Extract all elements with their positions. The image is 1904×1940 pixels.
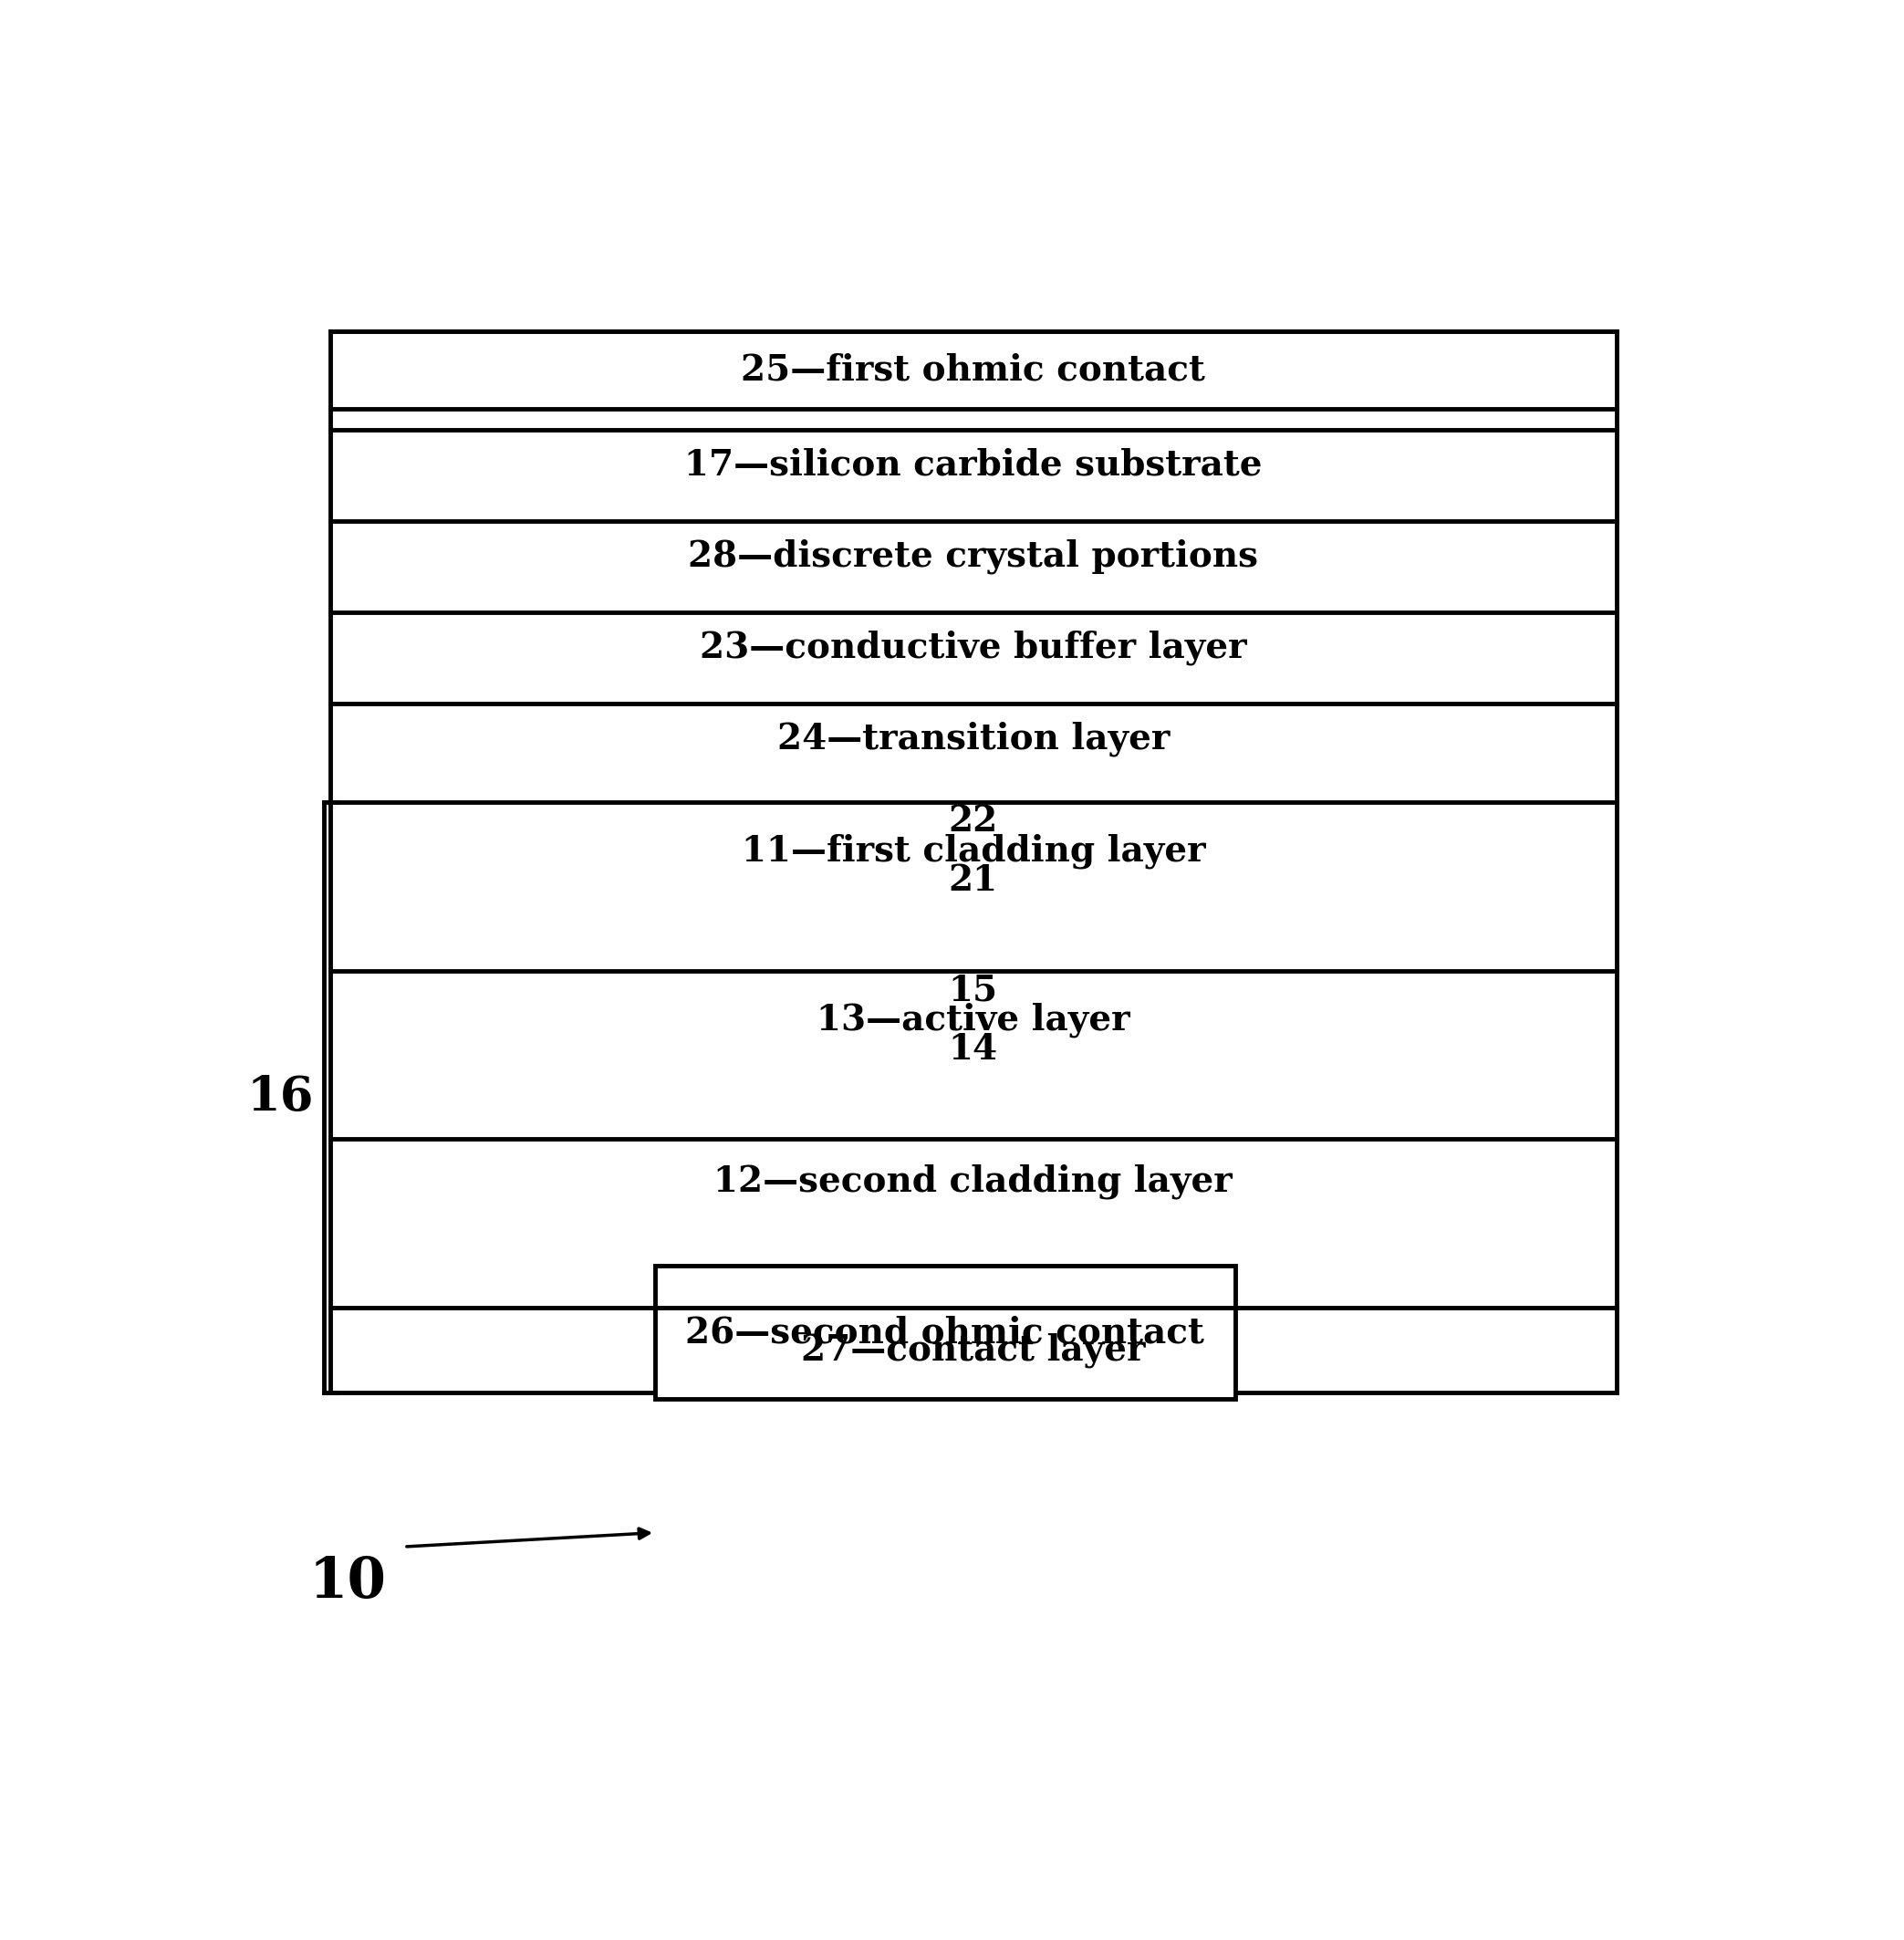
Text: 25—first ohmic contact: 25—first ohmic contact: [741, 353, 1205, 388]
Text: 27—contact layer: 27—contact layer: [802, 1333, 1146, 1368]
Bar: [329, 332, 1616, 1393]
Text: 14: 14: [948, 1032, 998, 1067]
Text: 16: 16: [248, 1073, 314, 1119]
Text: 12—second cladding layer: 12—second cladding layer: [714, 1164, 1232, 1199]
Text: 10: 10: [308, 1554, 387, 1610]
Bar: [655, 1265, 1236, 1399]
Text: 17—silicon carbide substrate: 17—silicon carbide substrate: [684, 448, 1262, 481]
Text: 28—discrete crystal portions: 28—discrete crystal portions: [687, 539, 1259, 574]
Text: 11—first cladding layer: 11—first cladding layer: [741, 834, 1205, 869]
Text: 22: 22: [948, 805, 998, 838]
Text: 21: 21: [948, 863, 998, 898]
Text: 24—transition layer: 24—transition layer: [777, 722, 1169, 757]
Text: 23—conductive buffer layer: 23—conductive buffer layer: [701, 631, 1247, 665]
Text: 26—second ohmic contact: 26—second ohmic contact: [685, 1315, 1205, 1350]
Text: 13—active layer: 13—active layer: [817, 1003, 1131, 1038]
Text: 15: 15: [948, 972, 998, 1007]
